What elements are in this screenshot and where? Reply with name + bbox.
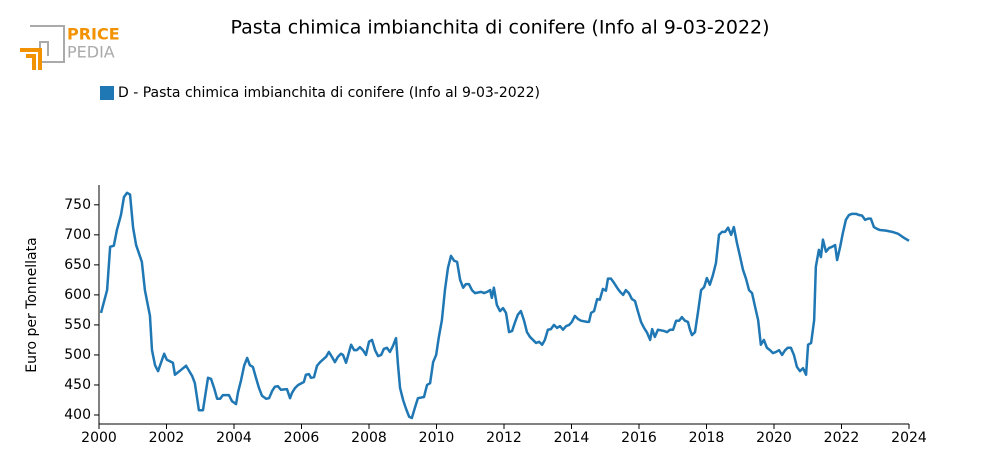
y-tick-label: 700: [64, 227, 91, 243]
y-tick-label: 550: [64, 317, 91, 333]
x-tick-label: 2000: [81, 430, 117, 446]
x-tick-label: 2008: [351, 430, 387, 446]
logo: PRICE PEDIA: [20, 25, 120, 70]
x-tick-label: 2006: [284, 430, 320, 446]
y-tick-label: 500: [64, 347, 91, 363]
x-tick-label: 2004: [216, 430, 252, 446]
data-line: [99, 191, 910, 420]
logo-icon-accent: [20, 48, 42, 70]
y-tick-label: 400: [64, 407, 91, 423]
x-tick-label: 2024: [891, 430, 927, 446]
x-tick-label: 2014: [554, 430, 590, 446]
x-tick-label: 2010: [419, 430, 455, 446]
x-tick-label: 2020: [756, 430, 792, 446]
y-axis-label: Euro per Tonnellata: [24, 237, 40, 372]
x-tick-label: 2016: [621, 430, 657, 446]
y-tick-label: 600: [64, 287, 91, 303]
x-tick-label: 2018: [689, 430, 725, 446]
y-tick-label: 650: [64, 257, 91, 273]
y-tick-label: 450: [64, 377, 91, 393]
x-tick-label: 2022: [824, 430, 860, 446]
x-tick-label: 2002: [149, 430, 185, 446]
logo-text: PEDIA: [67, 43, 115, 62]
legend-swatch: [100, 86, 114, 100]
x-tick-label: 2012: [486, 430, 522, 446]
legend-label: D - Pasta chimica imbianchita di conifer…: [118, 85, 540, 101]
chart-title: Pasta chimica imbianchita di conifere (I…: [230, 17, 769, 39]
logo-text: PRICE: [67, 25, 120, 44]
y-tick-label: 750: [64, 197, 91, 213]
